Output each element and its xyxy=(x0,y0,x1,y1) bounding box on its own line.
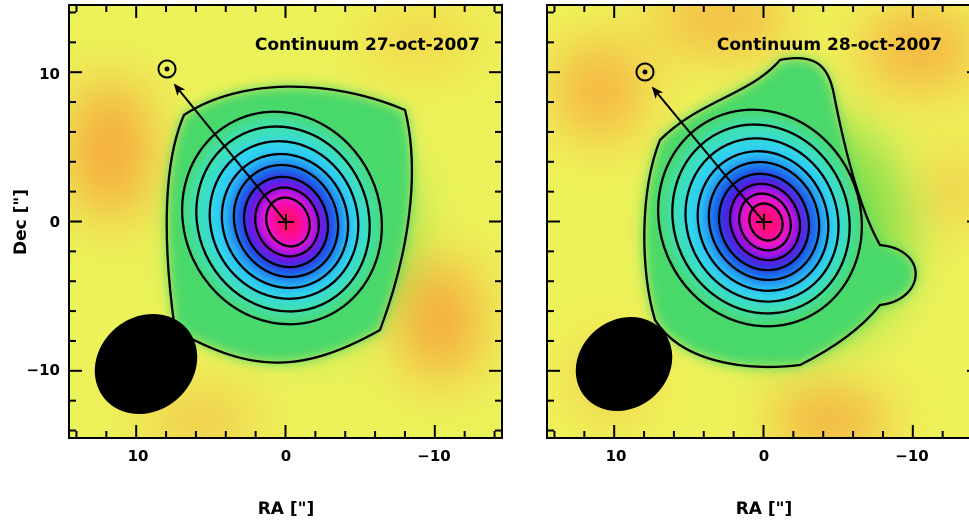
sun-symbol xyxy=(635,62,655,82)
beam-ellipse xyxy=(575,316,673,412)
x-axis-label: RA ["] xyxy=(258,499,315,519)
y-tick-label: −10 xyxy=(27,361,60,379)
y-tick-label: 0 xyxy=(50,213,60,231)
panel-2-contours xyxy=(643,57,917,368)
x-tick-label: −10 xyxy=(417,447,450,465)
x-tick-label: 10 xyxy=(128,447,149,465)
beam-ellipse xyxy=(94,313,198,415)
sun-direction-arrow xyxy=(173,83,287,223)
x-tick-label: 0 xyxy=(759,447,769,465)
panel-1: Continuum 27-oct-2007 10 0 −10 10 0 −10 … xyxy=(11,4,503,519)
panel-2-map: Continuum 28-oct-2007 xyxy=(547,5,969,438)
panel-1-map: Continuum 27-oct-2007 xyxy=(69,5,502,438)
x-tick-label: −10 xyxy=(895,447,928,465)
panel-1-ticks xyxy=(69,5,502,438)
panel-2: Continuum 28-oct-2007 10 0 −10 RA ["] xyxy=(546,4,969,519)
sun-direction-arrow xyxy=(651,86,765,223)
peak-cross xyxy=(756,214,772,230)
panel-1-contours xyxy=(165,85,414,364)
x-axis-label: RA ["] xyxy=(736,499,793,519)
peak-cross xyxy=(278,214,294,230)
panel-2-title: Continuum 28-oct-2007 xyxy=(717,35,942,55)
panel-2-ticks xyxy=(547,5,969,438)
y-axis-label: Dec ["] xyxy=(11,189,31,255)
x-tick-label: 10 xyxy=(606,447,627,465)
sun-symbol xyxy=(157,59,177,79)
x-tick-label: 0 xyxy=(281,447,291,465)
y-tick-label: 10 xyxy=(39,65,60,83)
panel-1-title: Continuum 27-oct-2007 xyxy=(255,35,480,55)
